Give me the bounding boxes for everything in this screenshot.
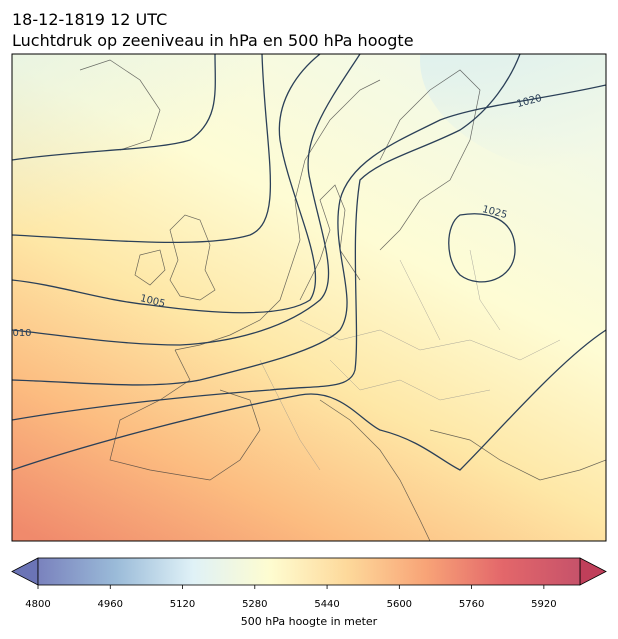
- colorbar-tick-label: 5280: [242, 599, 267, 610]
- colorbar-tick-label: 5760: [459, 599, 484, 610]
- map: [12, 54, 606, 541]
- contour-label: 010: [12, 328, 31, 339]
- colorbar-bar: [38, 558, 580, 585]
- colorbar-tick-label: 5600: [387, 599, 412, 610]
- title: 18-12-1819 12 UTC: [12, 10, 167, 29]
- colorbar-tick-label: 4800: [25, 599, 50, 610]
- colorbar-tick-label: 4960: [98, 599, 123, 610]
- map-frame: [11, 53, 607, 542]
- colorbar-tick-label: 5440: [314, 599, 339, 610]
- colorbar-label: 500 hPa hoogte in meter: [241, 615, 378, 628]
- colorbar-extend-high: [579, 557, 607, 586]
- colorbar-extend-low: [11, 557, 39, 586]
- colorbar-tick-label: 5120: [170, 599, 195, 610]
- subtitle: Luchtdruk op zeeniveau in hPa en 500 hPa…: [12, 31, 414, 50]
- colorbar-tick-label: 5920: [531, 599, 556, 610]
- colorbar: 4800 4960 5120 5280 5440 5600 5760 5920 500 hPa …: [11, 557, 607, 628]
- colorbar-frame: [37, 557, 581, 586]
